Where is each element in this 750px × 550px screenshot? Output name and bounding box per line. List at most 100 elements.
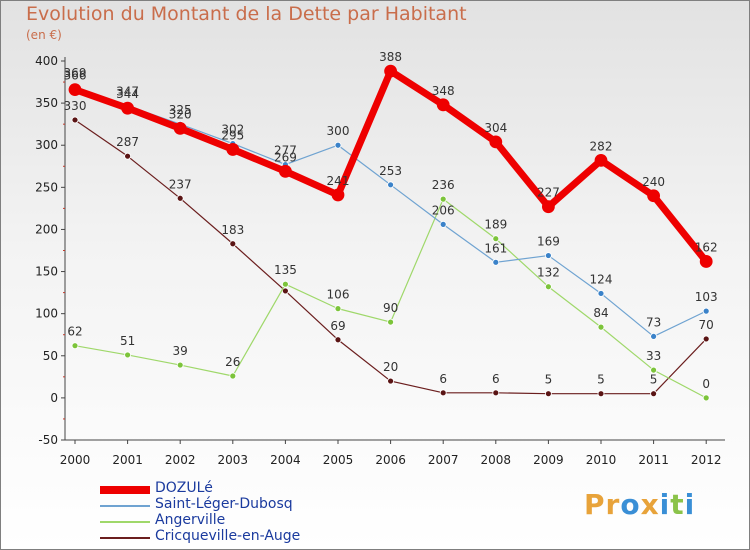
data-label-saint-leger-dubosq: 253 xyxy=(379,164,402,178)
y-tick-label: 100 xyxy=(35,307,58,321)
legend-label: Cricqueville-en-Auge xyxy=(155,528,301,544)
logo-letter: P xyxy=(584,488,606,521)
data-point-dozule xyxy=(542,200,555,214)
logo-letter: r xyxy=(605,488,621,521)
data-label-angerville: 236 xyxy=(432,178,455,192)
data-label-saint-leger-dubosq: 169 xyxy=(537,235,560,249)
data-point-dozule xyxy=(331,188,345,202)
logo-letter: i xyxy=(684,488,696,521)
data-point-angerville xyxy=(545,283,552,291)
data-point-dozule xyxy=(699,255,713,268)
x-tick-label: 2006 xyxy=(375,453,406,467)
legend-swatch xyxy=(100,537,150,539)
data-label-angerville: 132 xyxy=(537,266,560,280)
data-label-dozule: 320 xyxy=(169,107,192,121)
data-label-cricqueville-en-auge: 6 xyxy=(492,372,500,386)
data-point-dozule xyxy=(647,189,660,203)
data-label-cricqueville-en-auge: 5 xyxy=(597,373,605,387)
data-label-dozule: 304 xyxy=(484,121,507,135)
data-label-angerville: 26 xyxy=(225,355,240,369)
data-point-saint-leger-dubosq xyxy=(439,220,447,228)
data-point-cricqueville-en-auge xyxy=(650,390,657,398)
data-label-dozule: 162 xyxy=(695,240,718,254)
data-label-angerville: 189 xyxy=(484,218,507,232)
data-label-dozule: 344 xyxy=(116,87,139,101)
data-point-angerville xyxy=(176,361,184,369)
data-point-cricqueville-en-auge xyxy=(229,240,237,248)
x-tick-label: 2010 xyxy=(586,453,617,467)
x-tick-label: 2004 xyxy=(270,453,301,467)
y-tick-label: 150 xyxy=(35,265,58,279)
data-label-angerville: 0 xyxy=(702,377,710,391)
x-tick-label: 2005 xyxy=(323,453,354,467)
data-point-angerville xyxy=(71,342,79,350)
x-tick-label: 2003 xyxy=(218,453,249,467)
data-label-cricqueville-en-auge: 183 xyxy=(221,223,244,237)
data-label-saint-leger-dubosq: 73 xyxy=(646,315,661,329)
data-label-cricqueville-en-auge: 287 xyxy=(116,135,139,149)
data-label-dozule: 240 xyxy=(642,175,665,189)
legend-swatch xyxy=(100,521,150,523)
data-point-dozule xyxy=(121,101,134,115)
data-label-saint-leger-dubosq: 325 xyxy=(169,103,192,117)
data-label-cricqueville-en-auge: 20 xyxy=(383,360,398,374)
series-line-cricqueville-en-auge xyxy=(74,119,707,395)
data-point-angerville xyxy=(650,366,657,374)
proxiti-logo: Proxiti xyxy=(584,488,695,521)
data-point-cricqueville-en-auge xyxy=(281,287,289,295)
data-point-angerville xyxy=(702,394,710,402)
legend-label: DOZULé xyxy=(155,480,213,496)
data-point-cricqueville-en-auge xyxy=(439,389,447,397)
data-label-dozule: 388 xyxy=(379,50,402,64)
legend-label: Angerville xyxy=(155,512,226,528)
y-tick-label: 50 xyxy=(43,349,58,363)
x-tick-label: 2011 xyxy=(638,453,669,467)
data-label-cricqueville-en-auge: 330 xyxy=(64,99,87,113)
data-point-cricqueville-en-auge xyxy=(71,116,79,124)
x-tick-label: 2001 xyxy=(112,453,143,467)
data-label-angerville: 84 xyxy=(593,306,608,320)
y-tick-label: 250 xyxy=(35,180,58,194)
data-label-dozule: 241 xyxy=(327,174,350,188)
data-label-saint-leger-dubosq: 347 xyxy=(116,85,139,99)
x-tick-label: 2008 xyxy=(481,453,512,467)
data-label-saint-leger-dubosq: 300 xyxy=(327,124,350,138)
chart-unit: (en €) xyxy=(26,28,62,42)
data-point-angerville xyxy=(334,305,342,313)
data-point-saint-leger-dubosq xyxy=(650,333,657,340)
data-point-dozule xyxy=(384,64,398,78)
data-label-angerville: 62 xyxy=(67,325,82,339)
data-label-angerville: 106 xyxy=(327,288,350,302)
data-label-angerville: 90 xyxy=(383,301,398,315)
chart-title: Evolution du Montant de la Dette par Hab… xyxy=(26,3,467,25)
data-point-cricqueville-en-auge xyxy=(702,335,710,343)
data-label-angerville: 33 xyxy=(646,349,661,363)
y-tick-label: -50 xyxy=(38,433,58,447)
data-label-cricqueville-en-auge: 69 xyxy=(330,319,345,333)
y-tick-label: 200 xyxy=(35,222,58,236)
logo-letter: o xyxy=(620,488,641,521)
data-point-cricqueville-en-auge xyxy=(387,377,395,385)
data-label-dozule: 282 xyxy=(590,139,613,153)
data-point-dozule xyxy=(278,164,292,178)
data-label-dozule: 269 xyxy=(274,150,297,164)
data-label-cricqueville-en-auge: 5 xyxy=(650,373,658,387)
data-point-angerville xyxy=(492,235,500,243)
data-label-saint-leger-dubosq: 277 xyxy=(274,144,297,158)
data-point-saint-leger-dubosq xyxy=(597,290,605,297)
data-point-angerville xyxy=(387,318,395,326)
y-tick-label: 0 xyxy=(50,391,58,405)
logo-letter: x xyxy=(640,488,660,521)
data-label-saint-leger-dubosq: 124 xyxy=(590,272,613,286)
data-point-cricqueville-en-auge xyxy=(597,390,605,398)
y-tick-label: 400 xyxy=(35,54,58,68)
y-tick-label: 350 xyxy=(35,96,58,110)
data-point-dozule xyxy=(436,98,450,112)
x-tick-label: 2000 xyxy=(60,453,91,467)
data-label-angerville: 39 xyxy=(173,344,188,358)
x-tick-label: 2002 xyxy=(165,453,196,467)
data-point-saint-leger-dubosq xyxy=(492,258,500,266)
